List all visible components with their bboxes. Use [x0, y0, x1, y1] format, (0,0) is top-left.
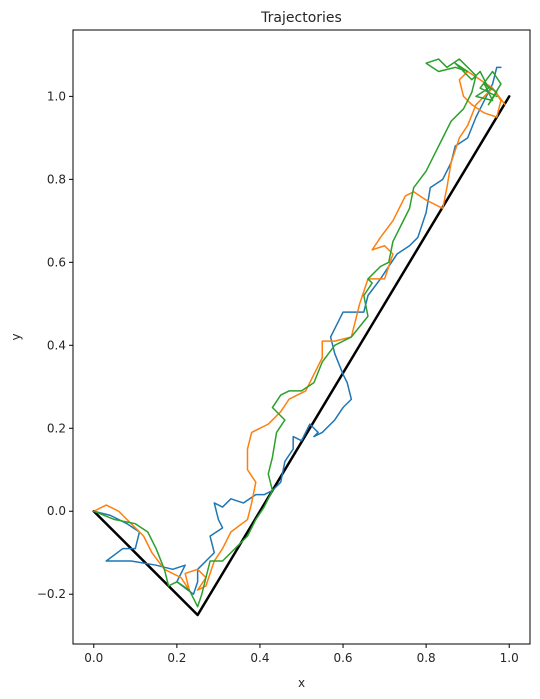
x-axis: 0.0 0.2 0.4 0.6 0.8 1.0: [84, 644, 519, 665]
y-tick-label: 0.0: [47, 504, 66, 518]
y-tick-label: 0.8: [47, 172, 66, 186]
x-tick-label: 0.0: [84, 651, 103, 665]
series-line-2: [93, 70, 506, 591]
x-tick-label: 0.6: [333, 651, 352, 665]
y-tick-label: 0.6: [47, 255, 66, 269]
chart-title: Trajectories: [260, 10, 342, 26]
series-line-0: [92, 95, 511, 617]
plot-area: [72, 29, 531, 645]
y-tick-label: −0.2: [37, 587, 66, 601]
x-tick-label: 0.4: [250, 651, 269, 665]
x-tick-label: 1.0: [500, 651, 519, 665]
series-layer: [92, 58, 511, 617]
y-tick-label: 0.4: [47, 338, 66, 352]
series-line-3: [93, 58, 502, 608]
y-tick-label: 1.0: [47, 89, 66, 103]
y-tick-label: 0.2: [47, 421, 66, 435]
x-tick-label: 0.2: [167, 651, 186, 665]
axes-frame: [72, 29, 531, 645]
x-tick-label: 0.8: [417, 651, 436, 665]
x-axis-label: x: [298, 676, 305, 690]
y-axis-label: y: [9, 333, 23, 340]
series-line-1: [93, 66, 502, 595]
y-axis: −0.2 0.0 0.2 0.4 0.6 0.8 1.0: [37, 89, 73, 601]
